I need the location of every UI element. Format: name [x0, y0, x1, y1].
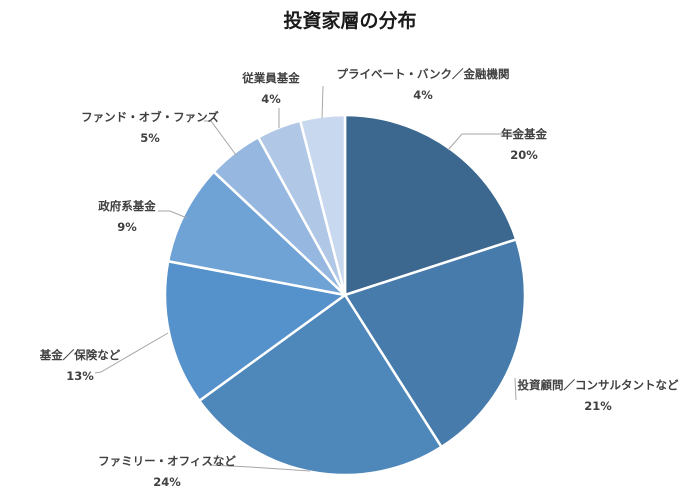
data-labels: 年金基金 20% 投資顧問／コンサルタントなど 21% ファミリー・オフィスなど 24% 基… — [39, 67, 679, 489]
pie-slice — [343, 238, 527, 449]
data-label-percent: 13% — [66, 369, 94, 383]
leader-line — [94, 332, 169, 374]
pie-slice — [198, 293, 443, 477]
pie-slices — [163, 113, 527, 477]
data-label-category: 政府系基金 — [98, 199, 156, 213]
data-label-percent: 24% — [153, 475, 181, 489]
data-label-percent: 20% — [510, 148, 538, 162]
pie-slice — [343, 113, 518, 297]
leader-line — [447, 133, 524, 151]
leader-line — [209, 464, 311, 472]
data-label-percent: 4% — [261, 92, 281, 106]
data-label-category: 基金／保険など — [39, 348, 121, 362]
pie-slice — [163, 260, 347, 403]
data-label-category: プライベート・バンク／金融機関 — [336, 67, 509, 81]
data-label-percent: 21% — [584, 399, 612, 413]
data-label-category: 年金基金 — [501, 127, 547, 141]
leader-line — [204, 120, 237, 156]
leader-lines — [94, 85, 524, 472]
pie-slice — [166, 170, 347, 297]
data-label-category: ファミリー・オフィスなど — [98, 454, 236, 468]
data-label-category: ファンド・オブ・ファンズ — [81, 110, 219, 124]
data-label-category: 投資顧問／コンサルタントなど — [518, 378, 679, 392]
leader-line — [158, 210, 188, 219]
data-label-percent: 5% — [140, 131, 160, 145]
chart-title: 投資家層の分布 — [283, 10, 417, 32]
leader-line — [321, 85, 324, 119]
data-label-percent: 4% — [413, 88, 433, 102]
data-label-category: 従業員基金 — [241, 71, 300, 85]
data-label-percent: 9% — [117, 220, 137, 234]
leader-line — [514, 377, 517, 401]
